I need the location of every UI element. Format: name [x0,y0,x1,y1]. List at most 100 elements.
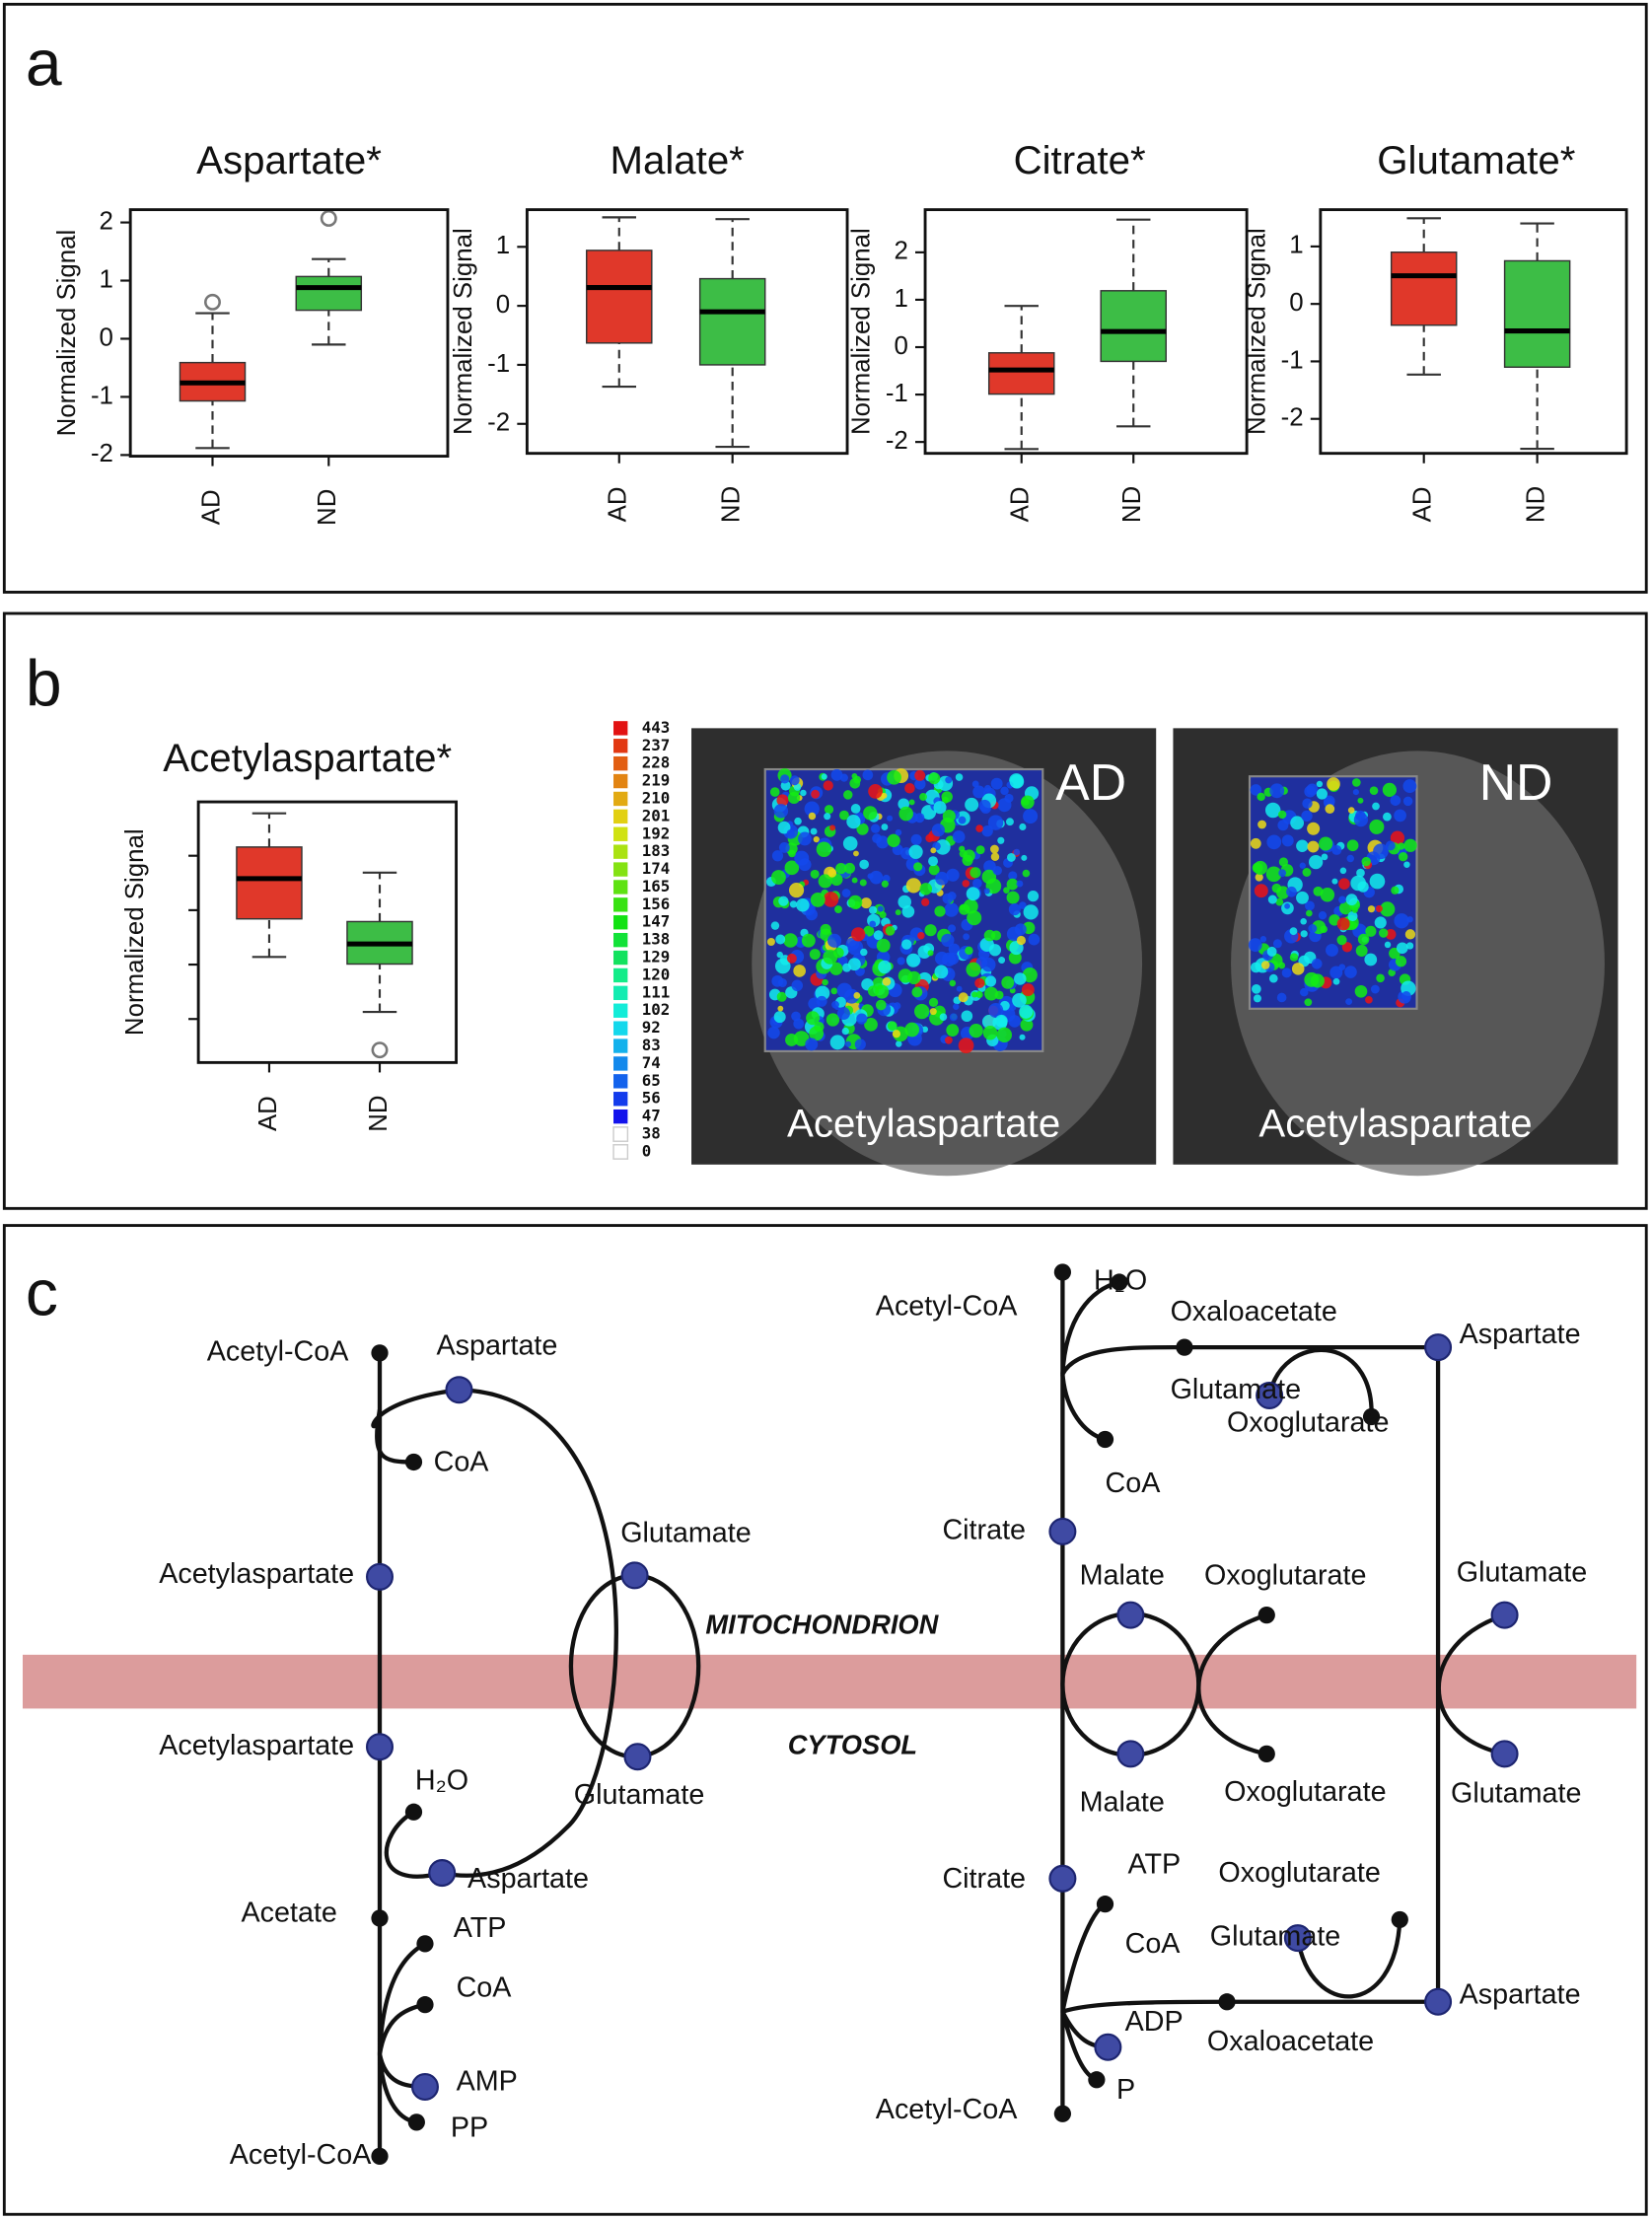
intensity-spot [1331,878,1338,885]
intensity-spot [981,869,997,885]
intensity-spot [1009,774,1025,789]
intensity-spot [778,978,787,987]
intensity-spot [990,844,999,854]
intensity-spot [815,985,830,1001]
intensity-spot [959,903,970,915]
intensity-spot [1402,796,1413,807]
intensity-spot [810,892,826,907]
colorbar-label: 74 [642,1053,661,1072]
intensity-spot [946,868,960,882]
intensity-spot [965,797,979,812]
pathway-label: Aspartate [1460,1319,1581,1350]
intensity-spot [983,888,990,895]
intensity-spot [1405,942,1414,950]
intensity-spot [818,874,832,889]
intensity-spot [811,789,821,799]
panel-frame [2,1224,1648,2216]
intensity-spot [876,938,891,953]
colorbar-swatch [613,755,628,771]
intensity-spot [1008,871,1018,881]
intensity-spot [1309,854,1324,870]
node [407,2113,425,2131]
intensity-spot [1008,903,1021,916]
intensity-spot [946,1024,960,1037]
colorbar-label: 65 [642,1071,661,1090]
intensity-spot [881,824,889,831]
y-tick-label: -1 [1281,346,1304,374]
box [295,275,363,312]
intensity-spot [872,833,882,844]
intensity-spot [1289,953,1299,962]
intensity-spot [823,780,833,791]
intensity-spot [805,1038,819,1051]
intensity-spot [863,806,878,821]
y-tick-label: 1 [894,285,907,313]
intensity-spot [810,869,820,879]
intensity-spot [869,920,877,928]
colorbar-swatch [613,1038,628,1053]
intensity-spot [942,796,949,804]
intensity-spot [829,824,836,831]
colorbar-swatch [613,985,628,1001]
colorbar-swatch [613,844,628,859]
y-tick-label: -2 [886,427,908,455]
intensity-spot [1250,837,1261,849]
intensity-spot [1327,777,1340,791]
intensity-spot [847,939,864,956]
intensity-spot [1318,911,1328,920]
plot-frame [525,208,849,456]
intensity-spot [1019,823,1027,830]
intensity-spot [894,1002,901,1010]
pathway-label: Acetyl-CoA [876,1290,1018,1322]
outlier [320,209,337,227]
y-tick-label: -2 [1281,404,1304,432]
intensity-spot [800,789,807,797]
intensity-spot [796,898,810,912]
colorbar-swatch [613,915,628,930]
intensity-spot [1320,925,1328,933]
y-tick-label: -2 [91,440,113,467]
intensity-spot [988,1002,1004,1018]
pathway-label: Oxoglutarate [1224,1776,1386,1808]
intensity-spot [905,878,921,894]
intensity-spot [851,927,866,942]
intensity-spot [881,880,889,888]
plot-frame [923,208,1249,456]
intensity-spot [1299,862,1306,869]
intensity-spot [847,958,861,971]
intensity-spot [928,856,939,867]
y-tick-label: 2 [100,207,113,235]
intensity-spot [907,970,921,985]
pathway-label: CoA [457,1971,513,2003]
intensity-spot [1357,797,1364,804]
colorbar-label: 228 [642,753,671,772]
intensity-spot [887,815,894,822]
colorbar-label: 443 [642,718,671,737]
x-tick-label: AD [1007,486,1035,522]
intensity-spot [808,812,817,821]
intensity-spot [1395,956,1407,967]
node [1283,1924,1312,1953]
intensity-spot [910,833,922,845]
intensity-spot [798,831,812,846]
node [371,1344,389,1362]
y-axis-label: Normalized Signal [1243,228,1270,435]
pathway-line [384,1810,443,1879]
pathway-label: CoA [1125,1928,1182,1960]
intensity-spot [917,945,931,960]
intensity-spot [791,1011,801,1022]
outlier [371,1041,389,1059]
intensity-spot [1338,895,1346,904]
intensity-spot [1355,810,1366,822]
pathway-label: Glutamate [1171,1374,1302,1405]
node [1053,1263,1072,1281]
colorbar-label: 102 [642,1000,671,1019]
intensity-spot [1345,894,1358,906]
pathway-line [1184,1344,1441,2004]
intensity-spot [997,836,1005,844]
intensity-spot [935,871,949,886]
intensity-spot [996,1027,1012,1043]
intensity-spot [1352,789,1359,796]
pathway-label: Citrate [942,1863,1026,1895]
intensity-spot [1344,966,1357,978]
